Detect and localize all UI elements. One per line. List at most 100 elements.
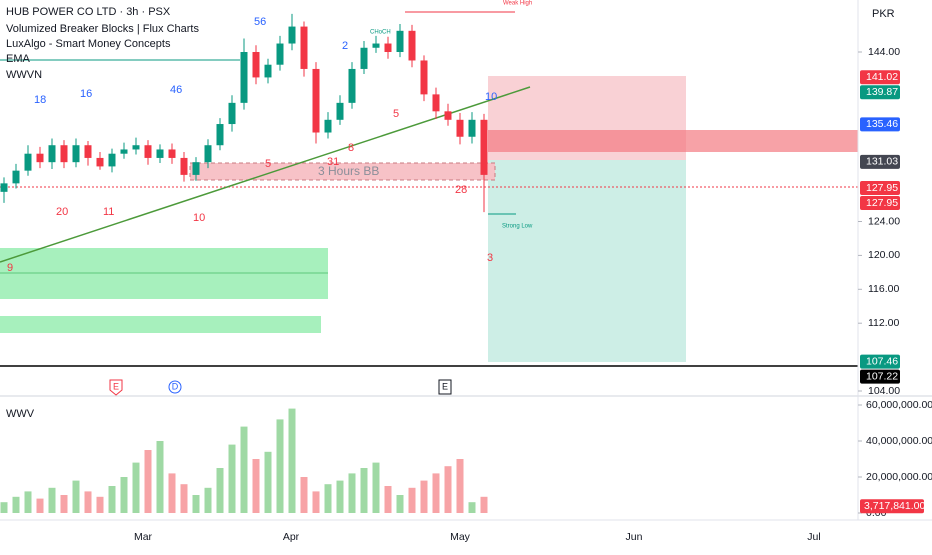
- candle-body: [432, 94, 440, 112]
- currency: PKR: [872, 8, 895, 20]
- volume-bar: [48, 487, 56, 513]
- volume-bar: [348, 473, 356, 513]
- volume-bar: [396, 495, 404, 513]
- candle-body: [180, 157, 188, 175]
- candle-body: [300, 26, 308, 69]
- y-tick-label: 144.00: [868, 46, 900, 58]
- swing-label: 10: [485, 91, 497, 103]
- volume-bar: [24, 491, 32, 513]
- swing-label: 5: [265, 158, 271, 170]
- candle-body: [252, 52, 260, 78]
- volume-bar: [252, 459, 260, 513]
- candle-body: [348, 68, 356, 103]
- candle-body: [228, 102, 236, 125]
- volume-bar: [36, 498, 44, 513]
- volume-badge-label: 3,717,841.00: [864, 500, 925, 512]
- volume-bar: [72, 480, 80, 513]
- price-badge: [860, 181, 900, 196]
- volume-tick-label: 60,000,000.00: [866, 399, 932, 411]
- candle-body: [324, 119, 332, 133]
- price-badge-label: 127.95: [866, 182, 898, 194]
- indicator: EMA: [6, 53, 31, 65]
- price-badge: [860, 117, 900, 132]
- volume-bar: [336, 480, 344, 513]
- volume-bar: [156, 441, 164, 513]
- volume-bar: [276, 419, 284, 513]
- earnings-icon: [109, 379, 123, 396]
- volume-bar: [432, 473, 440, 513]
- candle-body: [384, 43, 392, 52]
- indicator: LuxAlgo - Smart Money Concepts: [6, 38, 171, 50]
- candle-body: [456, 119, 464, 137]
- events: E D E: [109, 379, 452, 396]
- candle-body: [96, 157, 104, 167]
- candle-body: [480, 119, 488, 175]
- volume-bar: [444, 466, 452, 513]
- marks: [0, 13, 488, 513]
- x-tick-label: Apr: [283, 531, 300, 543]
- volume-bar: [468, 502, 476, 513]
- swing-label: 46: [170, 84, 182, 96]
- candle-body: [468, 119, 476, 137]
- event-label: E: [442, 381, 448, 391]
- price-badge: [860, 85, 900, 100]
- volume-bar: [108, 486, 116, 513]
- x-tick-label: Jun: [626, 531, 643, 543]
- choch: CHoCH: [370, 30, 391, 36]
- volume-bar: [204, 487, 212, 513]
- x-tick-label: May: [450, 531, 471, 543]
- volume-bar: [312, 491, 320, 513]
- candle-body: [84, 145, 92, 158]
- price-badge-label: 131.03: [866, 156, 898, 168]
- bb-zone: [189, 162, 496, 181]
- earnings-icon: [438, 379, 452, 395]
- candle-body: [192, 162, 200, 175]
- dividend-icon: [168, 380, 182, 394]
- candle-body: [204, 145, 212, 163]
- price-badge: [860, 354, 900, 369]
- x-tick-label: Jul: [807, 531, 820, 543]
- volume-bar: [96, 496, 104, 513]
- trendline: [0, 86, 531, 263]
- volume-bar: [288, 408, 296, 513]
- y-tick-label: 112.00: [868, 317, 899, 329]
- candle-body: [156, 149, 164, 158]
- demand-zone: [0, 316, 321, 333]
- swing-label: 5: [393, 108, 399, 120]
- candle-body: [396, 30, 404, 52]
- swing-label: 28: [455, 184, 467, 196]
- swing-label: 8: [348, 142, 354, 154]
- candle-body: [216, 124, 224, 146]
- target-zone: [488, 160, 686, 362]
- swing-label: 10: [193, 212, 205, 224]
- volume-bar: [300, 477, 308, 513]
- price-badge-label: 127.95: [866, 197, 898, 209]
- volume-bar: [60, 495, 68, 513]
- candle-body: [108, 153, 116, 167]
- volume-bar: [12, 496, 20, 513]
- swing-label: 31: [327, 156, 339, 168]
- volume-bar: [132, 462, 140, 513]
- indicator: WWVN: [6, 69, 42, 81]
- volume-bar: [84, 491, 92, 513]
- strong-low: Strong Low: [502, 224, 533, 230]
- price-badge-label: 139.87: [866, 86, 898, 98]
- price-badge: [860, 70, 900, 85]
- volume-bar: [228, 444, 236, 513]
- breaker-block: [488, 130, 858, 152]
- volume-bar: [144, 450, 152, 513]
- swing-label: 3: [487, 252, 493, 264]
- volume-bar: [384, 486, 392, 513]
- price-badge-label: 135.46: [866, 118, 898, 130]
- candle-body: [276, 43, 284, 65]
- candle-body: [48, 145, 56, 163]
- candle-body: [72, 145, 80, 163]
- candle-body: [12, 170, 20, 184]
- volume-bar: [360, 468, 368, 513]
- volume-tick-label: 40,000,000.00: [866, 435, 932, 447]
- volume-bar: [456, 459, 464, 513]
- candle-body: [60, 145, 68, 163]
- volume-bar: [120, 477, 128, 513]
- volume-bar: [240, 426, 248, 513]
